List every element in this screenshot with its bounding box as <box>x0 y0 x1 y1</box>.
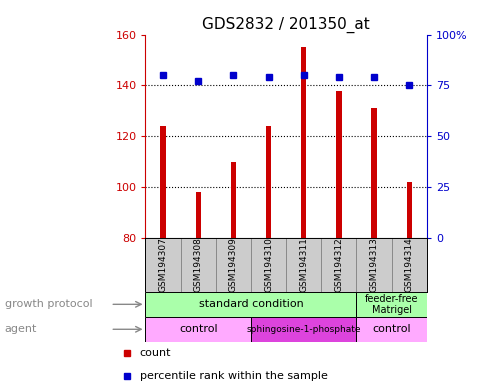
Bar <box>145 317 251 342</box>
Bar <box>265 126 271 238</box>
Text: standard condition: standard condition <box>198 299 302 310</box>
Text: control: control <box>179 324 217 334</box>
Bar <box>195 192 200 238</box>
Text: growth protocol: growth protocol <box>5 299 92 310</box>
Text: GSM194307: GSM194307 <box>158 238 167 292</box>
Text: count: count <box>139 348 171 358</box>
Bar <box>160 126 166 238</box>
Text: sphingosine-1-phosphate: sphingosine-1-phosphate <box>246 325 360 334</box>
Text: GSM194311: GSM194311 <box>299 238 308 292</box>
Text: GSM194312: GSM194312 <box>333 238 343 292</box>
Text: agent: agent <box>5 324 37 334</box>
Bar <box>356 317 426 342</box>
Bar <box>356 292 426 317</box>
Text: GSM194308: GSM194308 <box>193 238 202 292</box>
Text: GSM194313: GSM194313 <box>369 238 378 292</box>
Bar <box>145 292 356 317</box>
Text: control: control <box>372 324 410 334</box>
Text: percentile rank within the sample: percentile rank within the sample <box>139 371 327 381</box>
Bar <box>251 317 356 342</box>
Text: GSM194314: GSM194314 <box>404 238 413 292</box>
Text: feeder-free
Matrigel: feeder-free Matrigel <box>364 294 418 315</box>
Text: GSM194309: GSM194309 <box>228 238 238 292</box>
Bar <box>406 182 411 238</box>
Text: GSM194310: GSM194310 <box>263 238 272 292</box>
Bar <box>371 108 376 238</box>
Bar <box>335 91 341 238</box>
Title: GDS2832 / 201350_at: GDS2832 / 201350_at <box>202 17 369 33</box>
Bar <box>230 162 236 238</box>
Bar <box>301 47 306 238</box>
